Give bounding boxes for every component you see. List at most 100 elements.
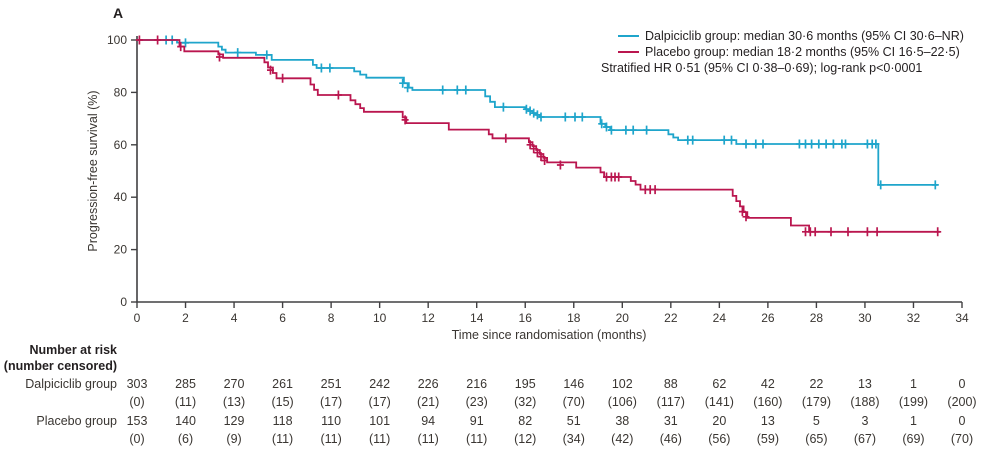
censor-mark <box>863 227 871 237</box>
censor-mark <box>526 106 534 116</box>
censor-mark <box>533 148 541 158</box>
censor-mark <box>526 140 534 150</box>
censor-mark <box>607 125 615 135</box>
censor-mark <box>808 139 816 149</box>
legend-item-dalpiciclib: Dalpiciclib group: median 30·6 months (9… <box>601 28 964 44</box>
km-curve-dalpiciclib <box>137 39 938 186</box>
censor-mark <box>499 102 507 112</box>
censor-mark <box>603 122 610 132</box>
censor-mark <box>177 42 185 52</box>
placebo-line-swatch <box>618 51 639 53</box>
censor-mark <box>827 227 835 237</box>
y-tick-label: 80 <box>114 85 128 99</box>
survival-curves <box>135 35 942 237</box>
censor-mark <box>934 227 942 237</box>
x-tick-label: 34 <box>955 311 969 325</box>
censor-mark <box>598 119 606 129</box>
censor-mark <box>537 152 545 162</box>
y-tick-label: 0 <box>120 295 127 309</box>
x-tick-label: 12 <box>421 311 435 325</box>
censor-mark <box>216 52 223 62</box>
censor-mark <box>752 139 760 149</box>
x-tick-label: 0 <box>134 311 141 325</box>
x-tick-label: 2 <box>182 311 189 325</box>
x-tick-label: 22 <box>664 311 678 325</box>
censor-mark <box>541 156 549 165</box>
censor-mark <box>399 78 407 88</box>
censor-mark <box>267 65 274 75</box>
censor-mark <box>571 112 579 122</box>
x-tick-label: 10 <box>373 311 387 325</box>
censor-mark <box>872 139 880 149</box>
x-tick-label: 14 <box>470 311 484 325</box>
y-tick-label: 20 <box>114 243 128 257</box>
x-tick-label: 20 <box>616 311 630 325</box>
y-tick-label: 100 <box>107 33 127 47</box>
censor-mark <box>401 115 409 125</box>
legend-item-placebo: Placebo group: median 18·2 months (95% C… <box>601 44 964 60</box>
censor-mark <box>453 85 461 95</box>
x-tick-label: 6 <box>279 311 286 325</box>
censor-mark <box>522 104 530 114</box>
x-tick-label: 24 <box>713 311 727 325</box>
censor-mark <box>263 50 271 60</box>
censor-mark <box>615 172 623 182</box>
dalpiciclib-line-swatch <box>618 35 639 37</box>
y-axis-title: Progression-free survival (%) <box>86 90 100 251</box>
censor-mark <box>629 125 637 135</box>
panel-label: A <box>113 5 124 21</box>
censor-mark <box>462 85 470 95</box>
censor-mark <box>439 85 447 95</box>
legend-label-dalpiciclib: Dalpiciclib group: median 30·6 months (9… <box>645 29 964 43</box>
censor-mark <box>561 112 569 122</box>
censor-mark <box>154 35 162 45</box>
censor-mark <box>404 83 412 93</box>
censor-mark <box>182 38 189 48</box>
y-tick-label: 40 <box>114 190 128 204</box>
censor-mark <box>234 48 242 58</box>
censor-mark <box>931 180 939 190</box>
censor-mark <box>578 112 586 122</box>
censor-mark <box>317 63 325 73</box>
legend-label-placebo: Placebo group: median 18·2 months (95% C… <box>645 45 960 59</box>
censor-mark <box>533 110 541 120</box>
censor-mark <box>742 212 750 222</box>
censor-mark <box>842 139 849 149</box>
censor-mark <box>759 139 767 149</box>
x-tick-label: 8 <box>328 311 335 325</box>
x-tick-label: 28 <box>810 311 824 325</box>
x-tick-label: 4 <box>231 311 238 325</box>
x-tick-label: 26 <box>761 311 775 325</box>
censor-mark <box>811 227 819 237</box>
censor-mark <box>326 63 334 73</box>
censor-mark <box>537 112 545 122</box>
x-tick-label: 30 <box>858 311 872 325</box>
censor-mark <box>622 125 630 135</box>
legend: Dalpiciclib group: median 30·6 months (9… <box>601 28 964 76</box>
censor-mark <box>728 135 735 145</box>
censor-mark <box>822 139 830 149</box>
censor-mark <box>815 139 823 149</box>
censor-mark <box>829 139 837 149</box>
censor-mark <box>502 133 510 143</box>
censor-mark <box>802 139 809 149</box>
censor-mark <box>530 144 538 154</box>
censor-mark <box>135 35 143 45</box>
censor-mark <box>279 73 287 83</box>
x-axis-title: Time since randomisation (months) <box>452 328 647 342</box>
censor-mark <box>795 139 803 149</box>
censor-mark <box>643 125 651 135</box>
censor-mark <box>334 90 342 100</box>
x-tick-label: 32 <box>907 311 921 325</box>
censor-mark <box>651 185 659 195</box>
censor-mark <box>873 227 881 237</box>
censor-mark <box>844 227 852 237</box>
km-curve-placebo <box>137 39 941 233</box>
censor-mark <box>720 135 728 145</box>
censor-mark <box>556 160 564 170</box>
stratified-hr-note: Stratified HR 0·51 (95% CI 0·38–0·69); l… <box>601 61 923 75</box>
censor-mark <box>530 108 538 118</box>
